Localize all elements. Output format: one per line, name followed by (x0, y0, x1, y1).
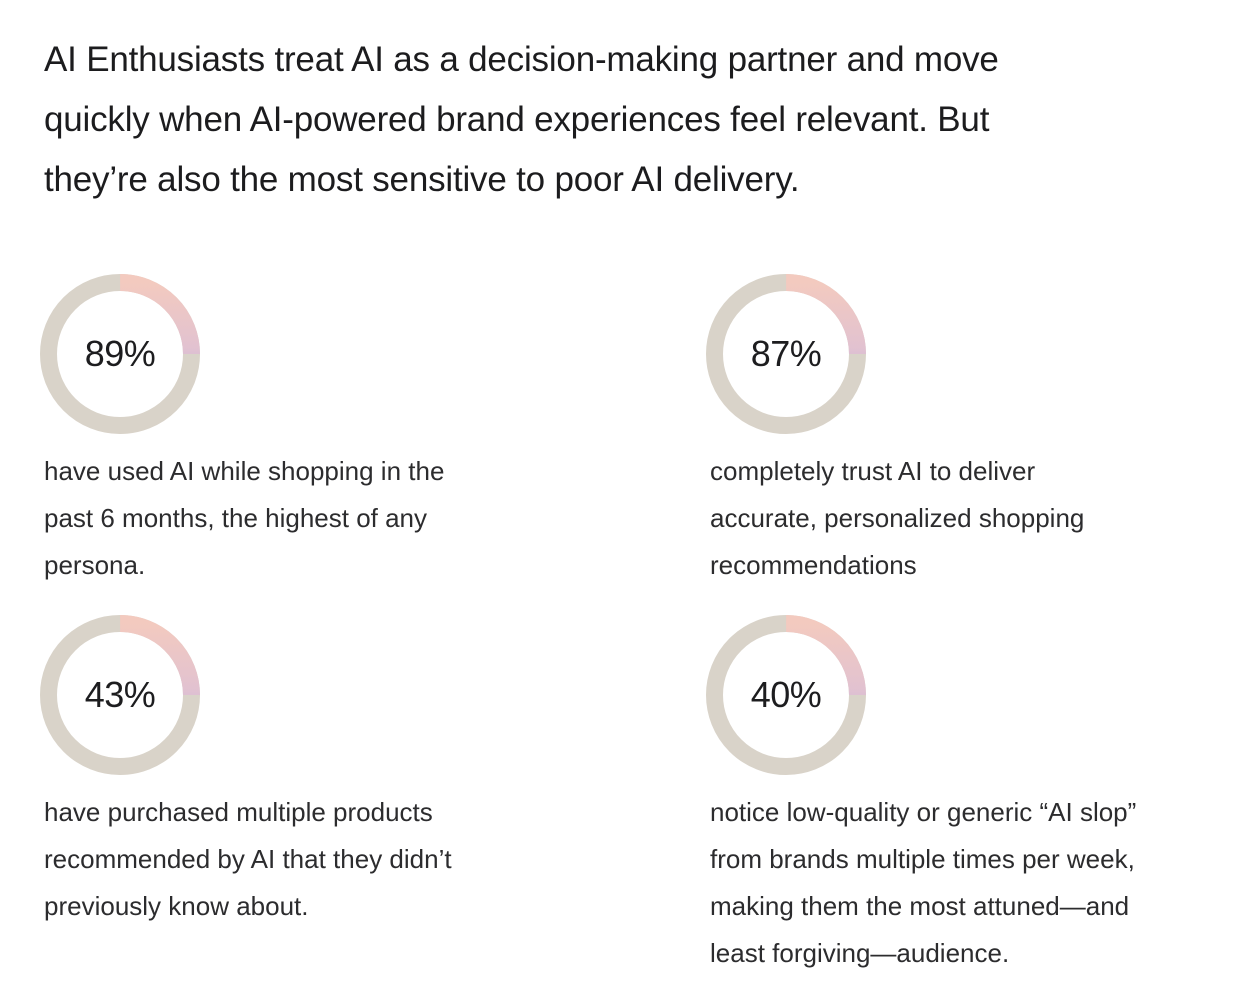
donut-percent-label: 43% (84, 674, 156, 715)
donut-chart-43: 43% (40, 615, 200, 775)
stat-description-line: from brands multiple times per week, (710, 844, 1135, 874)
donut-percent-label: 89% (84, 333, 156, 374)
stat-card-ai-purchases: 43% have purchased multiple products rec… (40, 615, 710, 977)
stat-description: notice low-quality or generic “AI slop” … (710, 789, 1214, 977)
stat-description: have purchased multiple products recomme… (44, 789, 604, 930)
stat-description-line: have used AI while shopping in the (44, 456, 445, 486)
stat-description-line: persona. (44, 550, 146, 580)
stat-description-line: completely trust AI to deliver (710, 456, 1036, 486)
donut-ring (706, 615, 866, 775)
stat-description: completely trust AI to deliver accurate,… (710, 448, 1214, 589)
stat-card-ai-slop: 40% notice low-quality or generic “AI sl… (706, 615, 1214, 977)
stat-description-line: least forgiving—audience. (710, 938, 1010, 968)
stat-description-line: recommended by AI that they didn’t (44, 844, 452, 874)
donut-arc (706, 274, 866, 434)
stat-description-line: accurate, personalized shopping (710, 503, 1085, 533)
donut-percent-label: 40% (750, 674, 822, 715)
donut-arc (40, 615, 200, 775)
donut-chart-89: 89% (40, 274, 200, 434)
stats-grid: 89% have used AI while shopping in the p… (40, 274, 1214, 977)
stat-description: have used AI while shopping in the past … (44, 448, 604, 589)
stat-description-line: past 6 months, the highest of any (44, 503, 428, 533)
page-title-line: quickly when AI-powered brand experience… (44, 100, 990, 139)
page-title: AI Enthusiasts treat AI as a decision-ma… (44, 30, 1204, 210)
stat-description-line: have purchased multiple products (44, 797, 433, 827)
donut-chart-40: 40% (706, 615, 866, 775)
page-title-line: they’re also the most sensitive to poor … (44, 160, 800, 199)
stat-card-ai-trust: 87% completely trust AI to deliver accur… (706, 274, 1214, 589)
page-title-line: AI Enthusiasts treat AI as a decision-ma… (44, 40, 999, 79)
donut-ring (40, 274, 200, 434)
stat-description-line: making them the most attuned—and (710, 891, 1130, 921)
stat-description-line: recommendations (710, 550, 917, 580)
donut-arc (40, 274, 200, 434)
donut-arc (706, 615, 866, 775)
stat-description-line: previously know about. (44, 891, 309, 921)
donut-ring (706, 274, 866, 434)
donut-ring (40, 615, 200, 775)
donut-percent-label: 87% (750, 333, 822, 374)
donut-chart-87: 87% (706, 274, 866, 434)
stat-card-ai-usage: 89% have used AI while shopping in the p… (40, 274, 710, 589)
stat-description-line: notice low-quality or generic “AI slop” (710, 797, 1137, 827)
